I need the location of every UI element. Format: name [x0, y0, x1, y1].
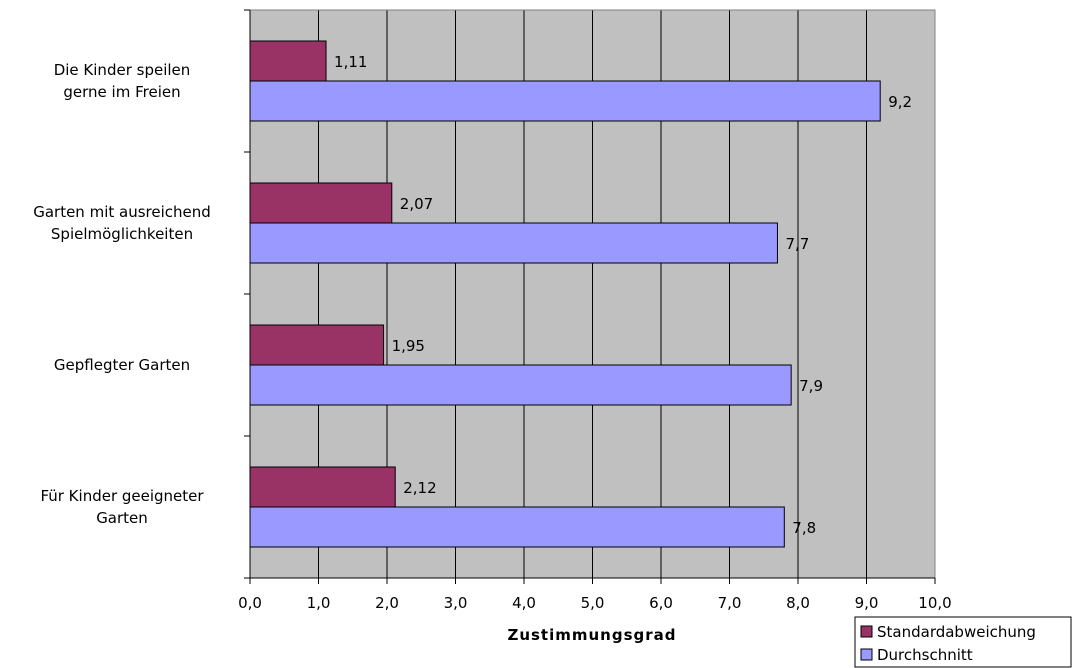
x-tick-label: 8,0	[786, 594, 810, 612]
data-label: 9,2	[888, 93, 912, 111]
x-tick-label: 1,0	[307, 594, 331, 612]
x-tick-label: 0,0	[238, 594, 262, 612]
x-axis-title: Zustimmungsgrad	[507, 626, 676, 644]
legend-swatch	[860, 648, 873, 661]
x-tick-label: 3,0	[444, 594, 468, 612]
category-label: Gepflegter Garten	[54, 356, 190, 374]
bar-durchschnitt	[249, 222, 778, 264]
bar-standardabweichung	[249, 324, 385, 366]
legend: Standardabweichung Durchschnitt	[854, 616, 1072, 668]
category-label: Garten mit ausreichend Spielmöglichkeiten	[33, 203, 211, 243]
legend-box	[854, 616, 1072, 668]
x-tick-label: 9,0	[855, 594, 879, 612]
bar-durchschnitt	[249, 364, 792, 406]
bar-durchschnitt	[249, 80, 881, 122]
bar-durchschnitt	[249, 506, 785, 548]
data-label: 7,8	[792, 519, 816, 537]
legend-label: Standardabweichung	[877, 623, 1036, 641]
legend-swatch	[860, 625, 873, 638]
x-tick-label: 5,0	[581, 594, 605, 612]
bar-standardabweichung	[249, 182, 393, 224]
legend-label: Durchschnitt	[877, 646, 973, 664]
data-label: 7,9	[799, 377, 823, 395]
data-label: 1,11	[334, 53, 367, 71]
x-tick-label: 6,0	[649, 594, 673, 612]
bar-standardabweichung	[249, 466, 396, 508]
data-label: 7,7	[785, 235, 809, 253]
x-tick-label: 7,0	[718, 594, 742, 612]
category-label: Für Kinder geeigneter Garten	[40, 487, 204, 527]
x-tick-label: 2,0	[375, 594, 399, 612]
data-label: 2,12	[403, 479, 436, 497]
category-label: Die Kinder speilen gerne im Freien	[54, 61, 191, 101]
bar-standardabweichung	[249, 40, 327, 82]
x-tick-label: 4,0	[512, 594, 536, 612]
data-label: 1,95	[392, 337, 425, 355]
x-tick-label: 10,0	[918, 594, 951, 612]
data-label: 2,07	[400, 195, 433, 213]
